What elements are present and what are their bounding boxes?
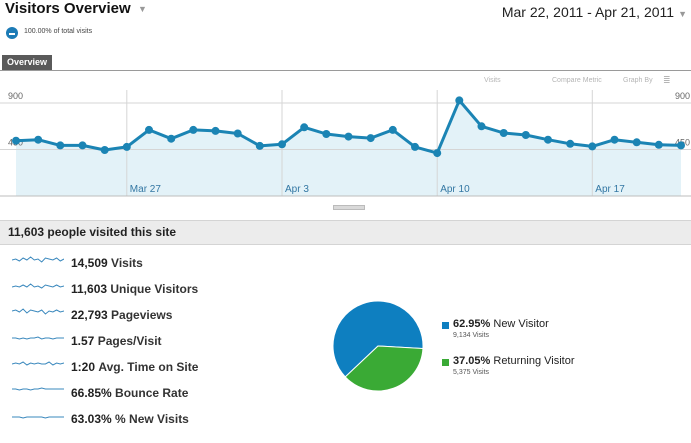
data-point [167,134,176,143]
metric-text: 14,509 Visits [71,256,143,270]
data-point [100,146,109,154]
metric-label: Avg. Time on Site [98,360,199,374]
metric-label: Visits [111,256,143,270]
data-point [455,96,464,105]
data-point [300,123,309,132]
data-point [233,129,242,138]
metric-label: Unique Visitors [110,282,199,296]
data-point [610,135,619,144]
metric-sparkline [12,336,64,340]
visits-metric-option[interactable]: Visits [484,77,501,84]
new-visitor-swatch [442,322,449,329]
data-point [588,142,597,151]
new-visitor-label: 62.95% New Visitor [453,318,549,330]
data-point [433,149,442,158]
returning-visitor-name: Returning Visitor [493,355,575,367]
data-point [544,135,552,144]
metric-label: Pageviews [111,308,173,322]
new-visitor-visits: 9,134 Visits [453,332,490,339]
data-point [34,135,43,144]
pie-slice-new-visitor [332,300,424,378]
data-point [278,140,286,149]
data-point [366,134,375,143]
title-dropdown-icon[interactable]: ▼ [138,4,147,14]
page-title: Visitors Overview [5,0,131,17]
segment-pie-icon [6,27,18,39]
data-point [566,139,575,148]
date-range-dropdown-icon[interactable]: ▼ [678,9,687,19]
metric-label: Bounce Rate [115,386,189,400]
tab-overview[interactable]: Overview [2,55,53,70]
data-point [145,125,153,134]
y-tick-label-left: 900 [8,91,23,101]
metric-value: 66.85% [71,386,112,400]
metric-value: 22,793 [71,308,108,322]
date-range-text: Mar 22, 2011 - Apr 21, 2011 [501,4,675,20]
metric-value: 1.57 [71,334,95,348]
data-point [78,141,87,150]
metric-sparkline [12,283,64,289]
metric-value: 63.03% [71,412,112,426]
x-tick-label: Apr 10 [440,184,470,195]
compare-metric-option[interactable]: Compare Metric [552,77,602,84]
graph-by-option[interactable]: Graph By [623,77,653,84]
metric-text: 22,793 Pageviews [71,308,172,322]
data-point [632,138,641,147]
returning-visitor-label: 37.05% Returning Visitor [453,355,575,367]
data-point [521,131,530,139]
returning-visitor-swatch [442,359,449,366]
visitor-type-pie-chart [332,300,424,392]
date-range-selector[interactable]: Mar 22, 2011 - Apr 21, 2011 ▼ [502,4,687,20]
data-point [677,141,685,150]
metric-text: 66.85% Bounce Rate [71,386,188,400]
metric-text: 1.57 Pages/Visit [71,334,162,348]
new-visitor-percent: 62.95% [453,318,491,330]
data-point [388,125,397,134]
data-point [411,142,419,151]
data-point [322,130,331,138]
metric-value: 14,509 [71,256,108,270]
summary-headline: 11,603 people visited this site [8,225,177,239]
metric-sparkline [12,387,64,391]
metric-text: 11,603 Unique Visitors [71,282,198,296]
data-point [56,141,65,150]
data-point [211,126,220,135]
metric-sparkline [12,361,64,366]
metric-text: 1:20 Avg. Time on Site [71,360,198,374]
tab-divider [0,70,691,71]
pie-slice-returning-visitor [344,345,424,392]
segment-label: 100.00% of total visits [24,28,93,35]
returning-visitor-visits: 5,375 Visits [453,369,490,376]
x-tick-label: Apr 3 [285,184,309,195]
x-tick-label: Apr 17 [595,184,625,195]
y-tick-label-right: 900 [675,91,690,101]
summary-bar: 11,603 people visited this site [0,220,691,245]
data-point [12,136,20,145]
metric-label: % New Visits [115,412,189,426]
metric-sparkline [12,416,64,419]
metric-text: 63.03% % New Visits [71,412,189,426]
metric-value: 1:20 [71,360,96,374]
visits-area-fill [16,100,681,196]
metric-sparkline [12,308,64,315]
metric-sparkline [12,256,64,263]
metric-value: 11,603 [71,282,108,296]
graph-options-icon[interactable]: ≣ [663,75,671,85]
new-visitor-name: New Visitor [493,318,549,330]
returning-visitor-percent: 37.05% [453,355,491,367]
data-point [499,129,508,137]
graph-resize-handle[interactable] [333,205,365,210]
data-point [654,140,663,149]
data-point [255,141,264,150]
data-point [122,142,131,151]
metric-label: Pages/Visit [97,334,162,348]
x-tick-label: Mar 27 [130,184,162,195]
data-point [189,125,198,134]
data-point [344,132,353,141]
data-point [477,122,486,131]
